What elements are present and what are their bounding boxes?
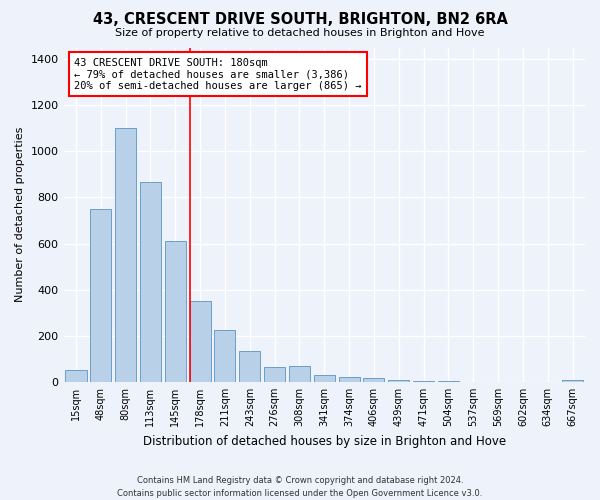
Bar bbox=[214, 330, 235, 382]
Bar bbox=[338, 377, 359, 382]
Bar bbox=[115, 128, 136, 382]
Bar bbox=[388, 380, 409, 382]
Text: 43, CRESCENT DRIVE SOUTH, BRIGHTON, BN2 6RA: 43, CRESCENT DRIVE SOUTH, BRIGHTON, BN2 … bbox=[92, 12, 508, 28]
Bar bbox=[165, 241, 186, 382]
Text: Contains HM Land Registry data © Crown copyright and database right 2024.
Contai: Contains HM Land Registry data © Crown c… bbox=[118, 476, 482, 498]
Bar bbox=[289, 366, 310, 382]
Bar bbox=[65, 370, 86, 382]
X-axis label: Distribution of detached houses by size in Brighton and Hove: Distribution of detached houses by size … bbox=[143, 434, 506, 448]
Bar bbox=[90, 209, 112, 382]
Bar bbox=[264, 367, 285, 382]
Text: Size of property relative to detached houses in Brighton and Hove: Size of property relative to detached ho… bbox=[115, 28, 485, 38]
Bar bbox=[190, 301, 211, 382]
Bar bbox=[140, 182, 161, 382]
Bar bbox=[364, 378, 385, 382]
Text: 43 CRESCENT DRIVE SOUTH: 180sqm
← 79% of detached houses are smaller (3,386)
20%: 43 CRESCENT DRIVE SOUTH: 180sqm ← 79% of… bbox=[74, 58, 361, 90]
Bar bbox=[239, 351, 260, 382]
Bar bbox=[314, 375, 335, 382]
Y-axis label: Number of detached properties: Number of detached properties bbox=[15, 127, 25, 302]
Bar bbox=[413, 381, 434, 382]
Bar bbox=[562, 380, 583, 382]
